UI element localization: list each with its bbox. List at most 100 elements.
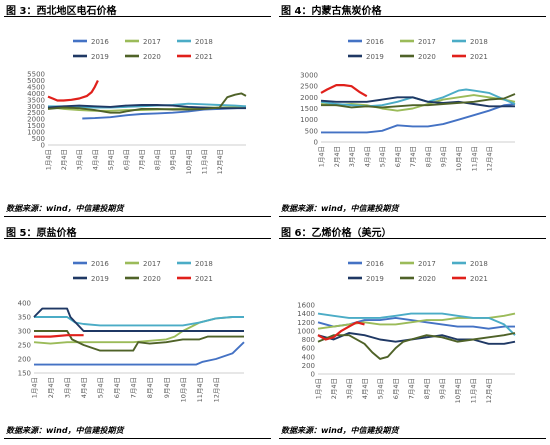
legend-label: 2016 — [91, 38, 109, 46]
x-tick-label: 7月4日 — [409, 146, 417, 167]
legend-label: 2018 — [470, 260, 488, 268]
chart-title: 图 3：西北地区电石价格 — [6, 6, 117, 17]
legend-item-2016: 2016 — [73, 260, 109, 268]
legend-item-2017: 2017 — [400, 260, 436, 268]
series-line-2019 — [33, 307, 244, 332]
y-tick-label: 2000 — [300, 94, 318, 102]
x-tick-label: 3月4日 — [348, 146, 356, 167]
series-line-2016 — [321, 103, 516, 134]
legend-label: 2017 — [418, 38, 436, 46]
legend-item-2020: 2020 — [400, 53, 436, 61]
title-rule — [4, 16, 271, 17]
y-tick-label: 600 — [302, 345, 315, 353]
legend-item-2017: 2017 — [400, 38, 436, 46]
chart-title: 图 5：原盐价格 — [6, 228, 77, 239]
x-tick-label: 8月4日 — [146, 377, 154, 398]
legend-label: 2021 — [195, 275, 213, 283]
legend-item-2019: 2019 — [73, 53, 109, 61]
x-tick-label: 4月4日 — [91, 149, 99, 170]
x-tick-label: 3月4日 — [76, 149, 84, 170]
chart-title: 图 4：内蒙古焦炭价格 — [281, 6, 382, 17]
series-line-2019 — [317, 332, 516, 345]
x-tick-label: 3月4日 — [346, 378, 354, 399]
legend-label: 2016 — [91, 260, 109, 268]
legend-label: 2020 — [143, 275, 161, 283]
x-tick-label: 2月4日 — [47, 377, 55, 398]
series-line-2021 — [317, 321, 365, 341]
y-tick-label: 1000 — [27, 129, 45, 137]
legend-label: 2016 — [366, 38, 384, 46]
y-tick-label: 0 — [314, 139, 318, 147]
source-note: 数据来源：wind，中信建投期货 — [281, 204, 399, 213]
legend-label: 2018 — [470, 38, 488, 46]
x-tick-label: 7月4日 — [130, 377, 138, 398]
x-tick-label: 10月4日 — [179, 377, 187, 402]
legend-item-2017: 2017 — [125, 38, 161, 46]
chart-svg: 2016 2017 2018 2019 2020 2021 150 200 250 300 350 4… — [18, 260, 245, 402]
legend-item-2019: 2019 — [73, 275, 109, 283]
x-tick-label: 5月4日 — [377, 378, 385, 399]
x-tick-label: 8月4日 — [423, 378, 431, 399]
y-tick-label: 3000 — [27, 103, 45, 111]
y-tick-label: 4000 — [27, 90, 45, 98]
legend-item-2020: 2020 — [400, 275, 436, 283]
series-line-2020 — [317, 332, 516, 360]
y-tick-label: 5000 — [27, 77, 45, 85]
x-tick-label: 6月4日 — [122, 149, 130, 170]
chart-title: 图 6：乙烯价格（美元） — [281, 228, 392, 239]
legend-label: 2021 — [195, 53, 213, 61]
y-tick-label: 3000 — [300, 72, 318, 80]
panel-salt: 图 5：原盐价格 2016 2017 2018 2019 2020 2021 150 200 2… — [0, 222, 275, 444]
legend-item-2018: 2018 — [177, 38, 213, 46]
series-line-2021 — [34, 334, 84, 338]
legend-label: 2020 — [418, 53, 436, 61]
x-tick-label: 4月4日 — [363, 146, 371, 167]
x-tick-label: 1月4日 — [318, 146, 326, 167]
x-tick-label: 8月4日 — [154, 149, 162, 170]
x-tick-label: 6月4日 — [394, 146, 402, 167]
y-tick-label: 1600 — [297, 302, 315, 310]
source-note: 数据来源：wind，中信建投期货 — [6, 204, 124, 213]
x-tick-label: 8月4日 — [424, 146, 432, 167]
legend-item-2016: 2016 — [73, 38, 109, 46]
y-tick-label: 5500 — [27, 71, 45, 79]
title-rule — [4, 238, 271, 239]
y-tick-label: 0 — [311, 371, 315, 379]
y-tick-label: 1000 — [300, 116, 318, 124]
x-tick-label: 9月4日 — [439, 378, 447, 399]
legend-item-2016: 2016 — [348, 260, 384, 268]
x-tick-label: 3月4日 — [64, 377, 72, 398]
source-note: 数据来源：wind，中信建投期货 — [281, 426, 399, 435]
x-tick-label: 7月4日 — [138, 149, 146, 170]
y-tick-label: 0 — [41, 142, 45, 150]
y-tick-label: 350 — [18, 314, 31, 322]
x-tick-label: 2月4日 — [60, 149, 68, 170]
legend-item-2019: 2019 — [348, 53, 384, 61]
legend-item-2021: 2021 — [452, 275, 488, 283]
y-tick-label: 800 — [302, 336, 315, 344]
x-tick-label: 9月4日 — [163, 377, 171, 398]
series-line-2021 — [320, 83, 368, 98]
series-line-2020 — [34, 330, 244, 352]
series-line-2021 — [47, 80, 99, 102]
legend-item-2017: 2017 — [125, 260, 161, 268]
x-tick-label: 1月4日 — [315, 378, 323, 399]
x-tick-label: 12月4日 — [485, 378, 493, 403]
x-tick-label: 11月4日 — [470, 378, 478, 403]
x-tick-label: 2月4日 — [333, 146, 341, 167]
title-rule — [279, 16, 546, 17]
y-tick-label: 1200 — [297, 319, 315, 327]
legend-item-2020: 2020 — [125, 53, 161, 61]
x-tick-label: 1月4日 — [31, 377, 39, 398]
series-line-2018 — [317, 312, 516, 336]
x-tick-label: 9月4日 — [169, 149, 177, 170]
y-tick-label: 400 — [302, 353, 315, 361]
legend-item-2021: 2021 — [177, 275, 213, 283]
series-line-2020 — [47, 92, 247, 114]
source-rule — [279, 216, 546, 217]
legend-label: 2016 — [366, 260, 384, 268]
legend-item-2020: 2020 — [125, 275, 161, 283]
panel-ethylene: 图 6：乙烯价格（美元） 2016 2017 2018 2019 2020 2021 0 20… — [275, 222, 550, 444]
y-tick-label: 2500 — [300, 83, 318, 91]
series-line-2020 — [321, 93, 516, 109]
